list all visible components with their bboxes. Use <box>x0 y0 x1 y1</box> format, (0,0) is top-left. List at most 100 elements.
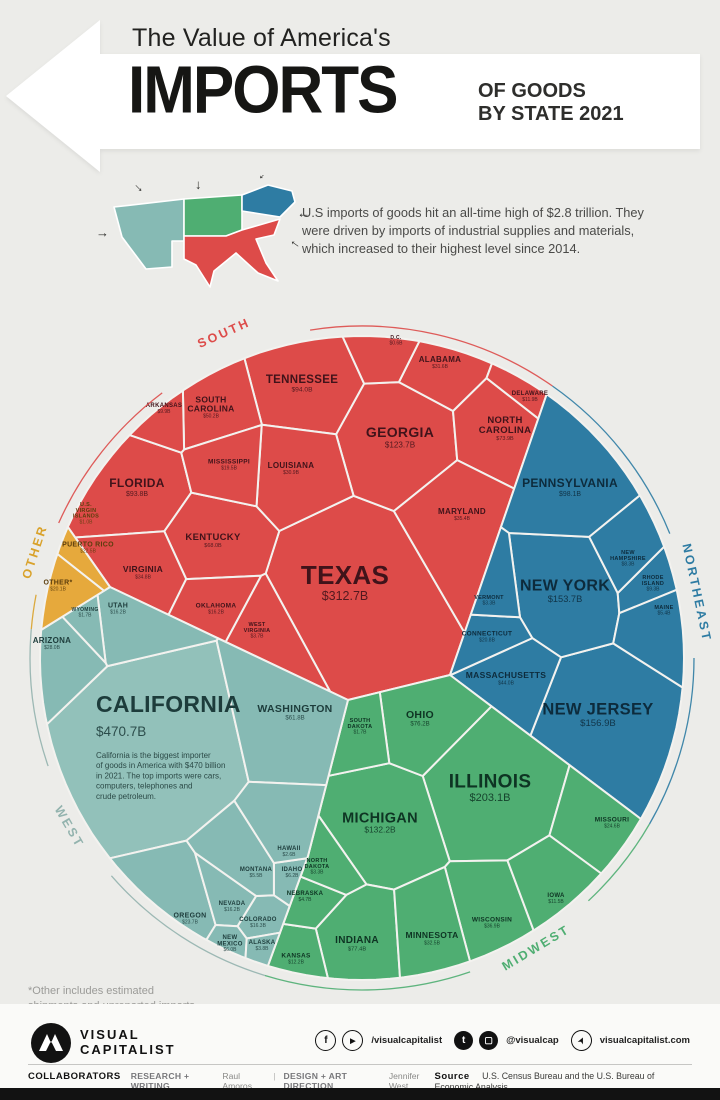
svg-text:$6.0B: $6.0B <box>223 947 237 953</box>
source-credit: Source U.S. Census Bureau and the U.S. B… <box>434 1071 692 1092</box>
state-label-alabama: ALABAMA$31.6B <box>419 355 462 370</box>
svg-text:ILLINOIS: ILLINOIS <box>449 771 532 792</box>
svg-text:crude petroleum.: crude petroleum. <box>96 792 156 801</box>
svg-text:$31.6B: $31.6B <box>432 364 449 370</box>
state-label-other: OTHER*$20.1B <box>43 580 72 593</box>
design-name: Jennifer West <box>388 1071 420 1091</box>
youtube-icon[interactable]: ▶ <box>342 1030 364 1051</box>
svg-text:$34.8B: $34.8B <box>135 574 152 580</box>
region-arc-south <box>58 392 163 524</box>
state-cell-wisconsin <box>443 859 535 963</box>
svg-text:$3.3B: $3.3B <box>310 870 324 876</box>
state-label-maryland: MARYLAND$35.4B <box>438 507 486 522</box>
svg-text:UTAH: UTAH <box>108 603 128 610</box>
social-handle-tw-ig[interactable]: @visualcap <box>506 1035 559 1046</box>
svg-text:$1.7B: $1.7B <box>353 730 367 736</box>
svg-text:computers, telephones and: computers, telephones and <box>96 782 193 791</box>
state-cell-missouri <box>548 764 642 875</box>
svg-text:of goods in America with $470: of goods in America with $470 billion <box>96 761 225 770</box>
state-cell-indiana <box>314 883 401 981</box>
state-label-washington: WASHINGTON$61.8B <box>257 703 332 722</box>
svg-text:$28.0B: $28.0B <box>44 645 61 651</box>
social-handle-fb-yt[interactable]: /visualcapitalist <box>371 1035 443 1046</box>
state-cell-new-mexico <box>205 924 248 960</box>
svg-text:VIRGINIA: VIRGINIA <box>123 564 163 574</box>
research-name: Raul Amoros <box>222 1071 252 1091</box>
region-arc-northeast <box>648 657 695 825</box>
region-arc-northeast <box>552 385 671 534</box>
state-label-ohio: OHIO$76.2B <box>406 709 434 728</box>
svg-text:OKLAHOMA: OKLAHOMA <box>196 602 237 609</box>
svg-text:$76.2B: $76.2B <box>410 721 429 728</box>
state-label-kentucky: KENTUCKY$68.0B <box>185 532 240 549</box>
svg-text:CONNECTICUT: CONNECTICUT <box>462 630 513 637</box>
state-label-indiana: INDIANA$77.4B <box>335 935 379 952</box>
svg-text:ARIZONA: ARIZONA <box>33 636 72 645</box>
svg-text:FLORIDA: FLORIDA <box>109 476 164 490</box>
state-cell-rhode-island <box>616 545 678 615</box>
svg-text:ISLANDS: ISLANDS <box>73 514 99 520</box>
svg-text:$3.7B: $3.7B <box>250 634 264 640</box>
state-cell-vermont <box>469 526 521 619</box>
state-label-minnesota: MINNESOTA$32.5B <box>405 930 458 946</box>
bottom-black-bar <box>0 1088 720 1100</box>
svg-text:$1.0B: $1.0B <box>79 519 93 525</box>
svg-text:OHIO: OHIO <box>406 709 434 721</box>
state-label-puerto-rico: PUERTO RICO$22.5B <box>62 542 114 555</box>
svg-text:MISSOURI: MISSOURI <box>595 816 630 823</box>
state-cell-delaware <box>485 362 548 420</box>
visual-capitalist-logo[interactable]: VISUAL CAPITALIST <box>30 1022 176 1064</box>
svg-text:WYOMING: WYOMING <box>71 607 98 613</box>
state-label-california: CALIFORNIA $470.7B California is the bigge… <box>96 691 241 801</box>
svg-text:$22.5B: $22.5B <box>80 549 97 555</box>
state-label-mississippi: MISSISSIPPI$19.5B <box>208 458 250 471</box>
svg-text:RHODE: RHODE <box>642 575 663 581</box>
svg-text:MINNESOTA: MINNESOTA <box>405 930 458 940</box>
svg-text:$35.4B: $35.4B <box>454 516 471 522</box>
state-label-missouri: MISSOURI$24.6B <box>595 816 630 829</box>
svg-text:MONTANA: MONTANA <box>240 867 273 873</box>
svg-text:ALABAMA: ALABAMA <box>419 355 462 364</box>
state-label-maine: MAINE$5.4B <box>654 605 673 617</box>
svg-text:$0.6B: $0.6B <box>389 340 403 346</box>
state-label-hawaii: HAWAII$2.6B <box>277 846 300 858</box>
svg-text:INDIANA: INDIANA <box>335 935 379 946</box>
state-label-colorado: COLORADO$16.3B <box>239 917 276 929</box>
svg-text:$44.0B: $44.0B <box>498 680 515 686</box>
state-cell-maine <box>612 588 685 689</box>
svg-text:$12.2B: $12.2B <box>288 959 305 965</box>
svg-text:NEW YORK: NEW YORK <box>520 577 610 594</box>
state-label-new-jersey: NEW JERSEY$156.9B <box>542 700 653 729</box>
svg-text:MEXICO: MEXICO <box>217 941 243 947</box>
svg-text:TEXAS: TEXAS <box>301 560 389 590</box>
state-cell-minnesota <box>393 865 471 979</box>
state-cell-iowa <box>506 834 603 932</box>
svg-text:$30.9B: $30.9B <box>283 470 300 476</box>
svg-text:$132.2B: $132.2B <box>364 825 396 835</box>
svg-text:$5.5B: $5.5B <box>249 873 263 879</box>
svg-text:ARKANSAS: ARKANSAS <box>146 403 182 409</box>
twitter-icon[interactable]: t <box>454 1031 474 1050</box>
state-label-louisiana: LOUISIANA$30.9B <box>268 461 314 476</box>
state-label-oregon: OREGON$23.7B <box>174 913 207 926</box>
instagram-icon[interactable]: ▢ <box>479 1031 499 1050</box>
svg-text:DAKOTA: DAKOTA <box>305 864 330 870</box>
state-label-wyoming: WYOMING$1.7B <box>71 607 98 619</box>
cursor-icon[interactable]: ➤ <box>567 1026 596 1055</box>
website-url[interactable]: visualcapitalist.com <box>599 1035 690 1046</box>
facebook-icon[interactable]: f <box>315 1030 337 1051</box>
state-label-oklahoma: OKLAHOMA$16.2B <box>196 602 237 615</box>
svg-text:PENNSYLVANIA: PENNSYLVANIA <box>522 476 618 490</box>
svg-text:OREGON: OREGON <box>174 913 207 920</box>
state-label-d-c-: D.C.$0.6B <box>389 335 403 347</box>
state-label-iowa: IOWA$11.5B <box>547 893 564 905</box>
svg-text:WEST: WEST <box>248 622 265 628</box>
state-cell-other <box>40 553 105 631</box>
research-label: RESEARCH + WRITING <box>130 1071 190 1091</box>
svg-text:$5.4B: $5.4B <box>657 611 671 617</box>
header-arrow-shape <box>6 20 700 172</box>
